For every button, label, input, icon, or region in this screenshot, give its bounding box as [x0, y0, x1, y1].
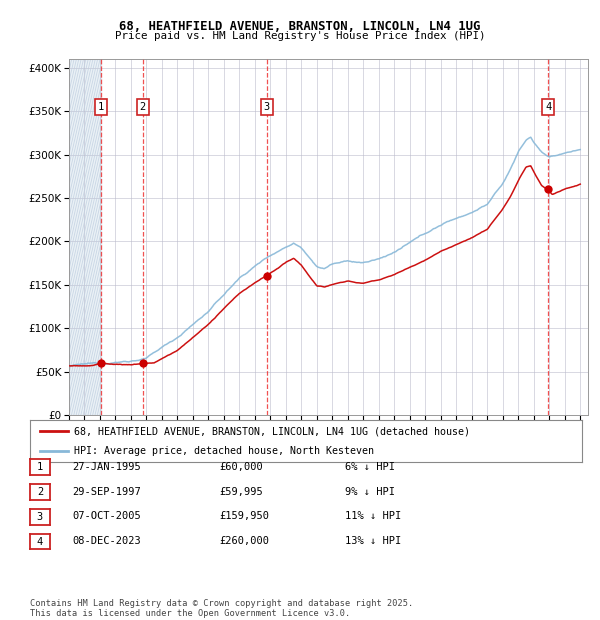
Text: Price paid vs. HM Land Registry's House Price Index (HPI): Price paid vs. HM Land Registry's House … [115, 31, 485, 41]
Text: 27-JAN-1995: 27-JAN-1995 [72, 462, 141, 472]
Text: 4: 4 [37, 536, 43, 547]
Text: 07-OCT-2005: 07-OCT-2005 [72, 512, 141, 521]
Text: 68, HEATHFIELD AVENUE, BRANSTON, LINCOLN, LN4 1UG: 68, HEATHFIELD AVENUE, BRANSTON, LINCOLN… [119, 20, 481, 33]
Text: 11% ↓ HPI: 11% ↓ HPI [345, 512, 401, 521]
Text: 4: 4 [545, 102, 551, 112]
Text: 2: 2 [37, 487, 43, 497]
Text: £260,000: £260,000 [219, 536, 269, 546]
Bar [69, 59, 101, 415]
Text: 68, HEATHFIELD AVENUE, BRANSTON, LINCOLN, LN4 1UG (detached house): 68, HEATHFIELD AVENUE, BRANSTON, LINCOLN… [74, 426, 470, 436]
Text: 9% ↓ HPI: 9% ↓ HPI [345, 487, 395, 497]
Text: 1: 1 [37, 462, 43, 472]
Text: Contains HM Land Registry data © Crown copyright and database right 2025.
This d: Contains HM Land Registry data © Crown c… [30, 599, 413, 618]
Text: 29-SEP-1997: 29-SEP-1997 [72, 487, 141, 497]
Text: 6% ↓ HPI: 6% ↓ HPI [345, 462, 395, 472]
Text: HPI: Average price, detached house, North Kesteven: HPI: Average price, detached house, Nort… [74, 446, 374, 456]
Text: 2: 2 [139, 102, 146, 112]
Text: 3: 3 [264, 102, 270, 112]
Text: £159,950: £159,950 [219, 512, 269, 521]
Text: 1: 1 [98, 102, 104, 112]
Text: 08-DEC-2023: 08-DEC-2023 [72, 536, 141, 546]
Text: £59,995: £59,995 [219, 487, 263, 497]
Text: 13% ↓ HPI: 13% ↓ HPI [345, 536, 401, 546]
Text: 3: 3 [37, 512, 43, 522]
Text: £60,000: £60,000 [219, 462, 263, 472]
